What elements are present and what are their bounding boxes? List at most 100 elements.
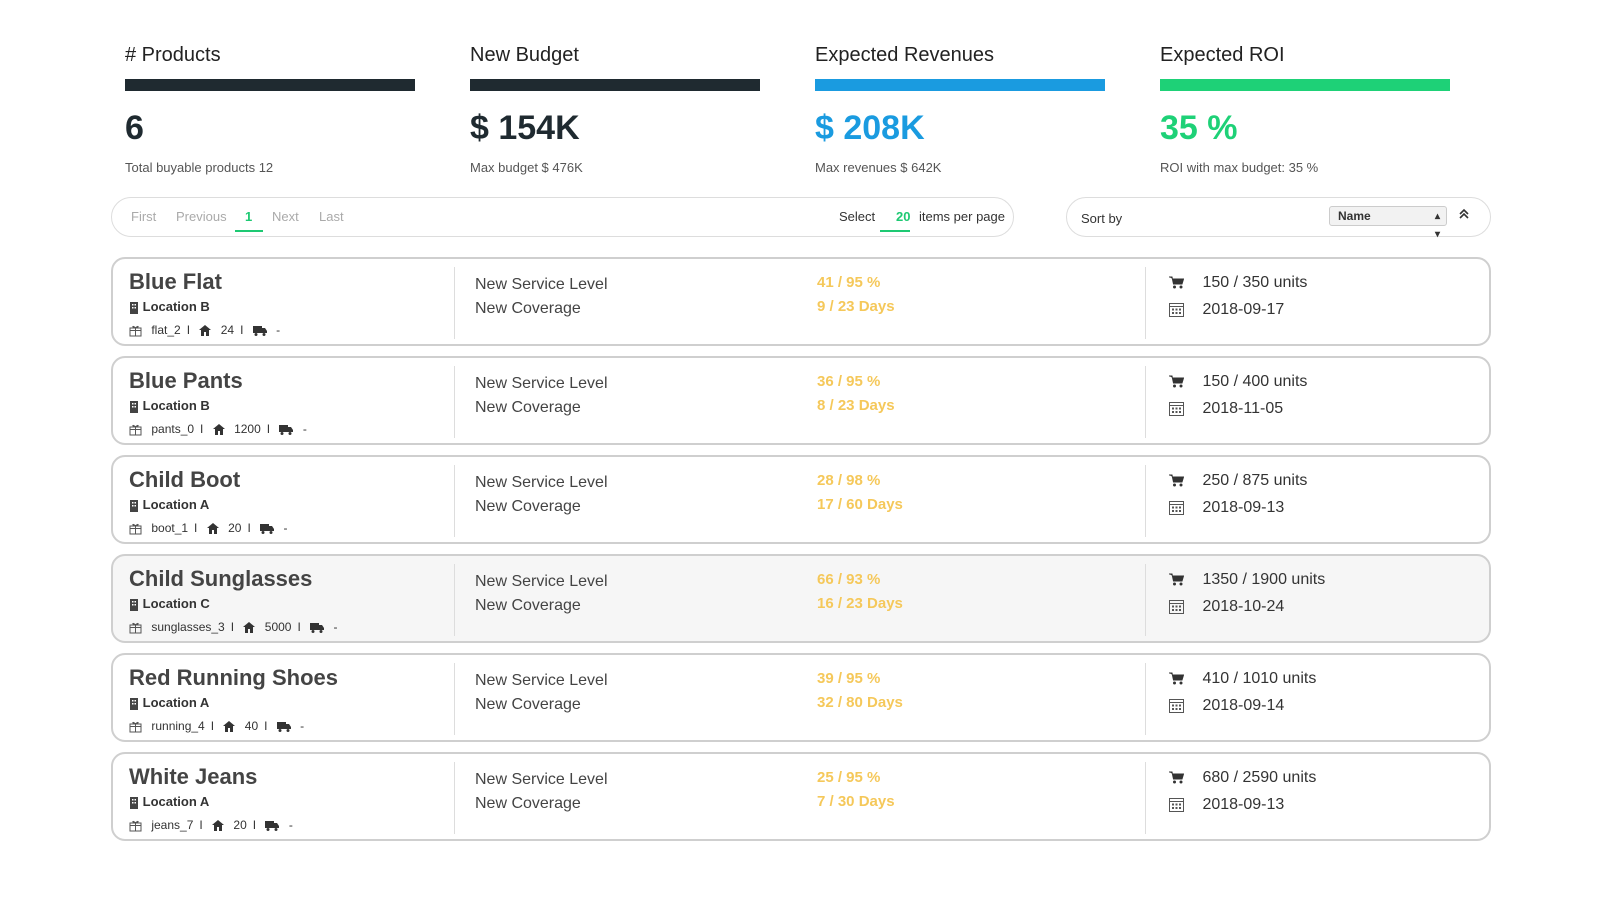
last-page-link[interactable]: Last: [319, 209, 344, 224]
divider: [1145, 267, 1146, 339]
kpi-bar: [1160, 79, 1450, 91]
product-name: Blue Pants: [129, 368, 243, 393]
kpi-value: 6: [125, 109, 144, 147]
truck-icon: [279, 424, 294, 435]
product-name: Red Running Shoes: [129, 665, 338, 690]
items-per-page-input[interactable]: 20: [896, 209, 911, 224]
truck-icon: [310, 622, 325, 633]
chevron-up-icon[interactable]: [1459, 208, 1469, 223]
service-level-label: New Service Level: [475, 474, 608, 491]
product-truck: -: [276, 323, 281, 337]
building-icon: [130, 598, 138, 611]
divider: [454, 762, 455, 834]
calendar-icon: [1169, 303, 1184, 318]
product-meta: flat_2 I 24 I -: [129, 323, 280, 337]
units-value: 1350 / 1900 units: [1202, 571, 1326, 588]
product-truck: -: [300, 719, 305, 733]
cart-icon: [1169, 276, 1184, 289]
gift-icon: [129, 722, 142, 733]
service-level-label: New Service Level: [475, 672, 608, 689]
coverage-label: New Coverage: [475, 696, 581, 713]
product-meta: running_4 I 40 I -: [129, 719, 304, 733]
product-truck: -: [333, 620, 338, 634]
product-row[interactable]: Child Boot Location A boot_1 I 20 I - New …: [111, 455, 1491, 544]
units-value: 150 / 400 units: [1202, 373, 1308, 390]
product-row[interactable]: Blue Flat Location B flat_2 I 24 I - New S…: [111, 257, 1491, 346]
calendar-icon: [1169, 402, 1184, 417]
items-select-label: Select: [839, 209, 876, 224]
units-value: 410 / 1010 units: [1202, 670, 1317, 687]
coverage-value: 32 / 80 Days: [817, 694, 903, 711]
product-name: Child Boot: [129, 467, 241, 492]
gift-icon: [129, 524, 142, 535]
current-page-link[interactable]: 1: [245, 209, 253, 224]
product-sku: boot_1: [151, 521, 189, 535]
kpi-title: New Budget: [470, 44, 579, 66]
calendar-icon: [1169, 501, 1184, 516]
product-units: 150 / 400 units: [1169, 373, 1307, 391]
sort-bar: Sort by Name ▴ ▾: [1066, 197, 1491, 240]
product-location: Location B: [129, 299, 210, 314]
sort-label: Sort by: [1081, 211, 1123, 226]
divider: [1145, 762, 1146, 834]
calendar-icon: [1169, 600, 1184, 615]
building-icon: [130, 499, 138, 512]
service-level-value: 41 / 95 %: [817, 274, 881, 291]
home-icon: [212, 424, 225, 436]
gift-icon: [129, 821, 142, 832]
truck-icon: [265, 820, 280, 831]
date-value: 2018-09-17: [1202, 301, 1285, 318]
coverage-label: New Coverage: [475, 597, 581, 614]
location-label: Location A: [142, 794, 210, 809]
pagination-bar: First Previous 1 Next Last Select 20 ite…: [111, 197, 1014, 237]
product-date: 2018-09-17: [1169, 301, 1284, 319]
service-level-value: 36 / 95 %: [817, 373, 881, 390]
product-sku: running_4: [151, 719, 205, 733]
coverage-value: 7 / 30 Days: [817, 793, 895, 810]
calendar-icon: [1169, 699, 1184, 714]
kpi-subtitle: ROI with max budget: 35 %: [1160, 160, 1319, 175]
kpi-bar: [815, 79, 1105, 91]
cart-icon: [1169, 573, 1184, 586]
coverage-value: 8 / 23 Days: [817, 397, 895, 414]
cart-icon: [1169, 771, 1184, 784]
truck-icon: [260, 523, 275, 534]
product-units: 680 / 2590 units: [1169, 769, 1316, 787]
product-sku: pants_0: [151, 422, 195, 436]
product-qty: 20: [228, 521, 242, 535]
product-location: Location C: [129, 596, 210, 611]
location-label: Location A: [142, 497, 210, 512]
cart-icon: [1169, 375, 1184, 388]
building-icon: [130, 400, 138, 413]
product-row[interactable]: White Jeans Location A jeans_7 I 20 I - Ne…: [111, 752, 1491, 841]
date-value: 2018-11-05: [1202, 400, 1284, 417]
product-location: Location A: [129, 497, 209, 512]
product-row[interactable]: Red Running Shoes Location A running_4 I …: [111, 653, 1491, 742]
sort-select[interactable]: Name ▴ ▾: [1329, 206, 1447, 240]
location-label: Location A: [142, 695, 210, 710]
product-row[interactable]: Blue Pants Location B pants_0 I 1200 I - N…: [111, 356, 1491, 445]
service-level-label: New Service Level: [475, 375, 608, 392]
product-sku: sunglasses_3: [151, 620, 225, 634]
first-page-link[interactable]: First: [131, 209, 157, 224]
product-date: 2018-09-13: [1169, 796, 1284, 814]
location-label: Location B: [142, 299, 210, 314]
product-date: 2018-09-14: [1169, 697, 1284, 715]
product-row[interactable]: Child Sunglasses Location C sunglasses_3…: [111, 554, 1491, 643]
units-value: 250 / 875 units: [1202, 472, 1308, 489]
gift-icon: [129, 326, 142, 337]
kpi-title: # Products: [125, 44, 221, 66]
kpi-title: Expected Revenues: [815, 44, 995, 66]
divider: [454, 564, 455, 636]
product-units: 250 / 875 units: [1169, 472, 1307, 490]
divider: [454, 366, 455, 438]
building-icon: [130, 697, 138, 710]
product-location: Location A: [129, 695, 209, 710]
divider: [454, 267, 455, 339]
next-page-link[interactable]: Next: [272, 209, 299, 224]
home-icon: [223, 721, 236, 733]
previous-page-link[interactable]: Previous: [176, 209, 227, 224]
units-value: 150 / 350 units: [1202, 274, 1308, 291]
divider: [1145, 564, 1146, 636]
service-level-label: New Service Level: [475, 573, 608, 590]
